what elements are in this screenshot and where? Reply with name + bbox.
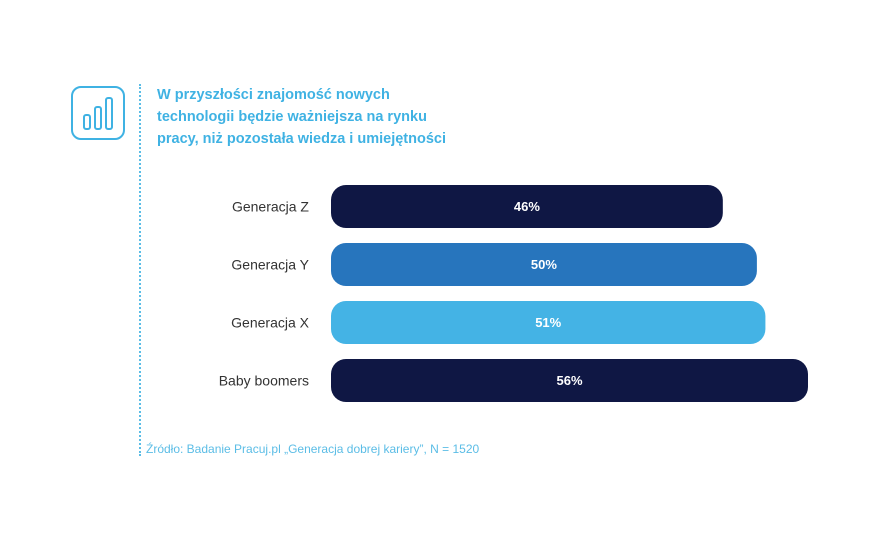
chart-title: W przyszłości znajomość nowych technolog… — [157, 84, 477, 150]
category-label: Generacja Y — [231, 257, 309, 273]
bar — [331, 359, 808, 402]
category-label: Baby boomers — [219, 373, 309, 389]
value-label: 56% — [556, 373, 582, 388]
chart-title-line: technologii będzie ważniejsza na rynku — [157, 109, 427, 125]
value-label: 51% — [535, 315, 561, 330]
chart-title-line: W przyszłości znajomość nowych — [157, 87, 390, 103]
bar — [331, 243, 757, 286]
value-label: 46% — [514, 199, 540, 214]
bar — [331, 301, 766, 344]
value-label: 50% — [531, 257, 557, 272]
dotted-divider — [139, 84, 141, 456]
bar-chart-icon — [71, 86, 125, 140]
bar — [331, 185, 723, 228]
category-label: Generacja X — [231, 315, 309, 331]
chart-title-line: pracy, niż pozostała wiedza i umiejętnoś… — [157, 131, 447, 147]
category-label: Generacja Z — [232, 199, 309, 215]
source-note: Źródło: Badanie Pracuj.pl „Generacja dob… — [146, 442, 480, 456]
